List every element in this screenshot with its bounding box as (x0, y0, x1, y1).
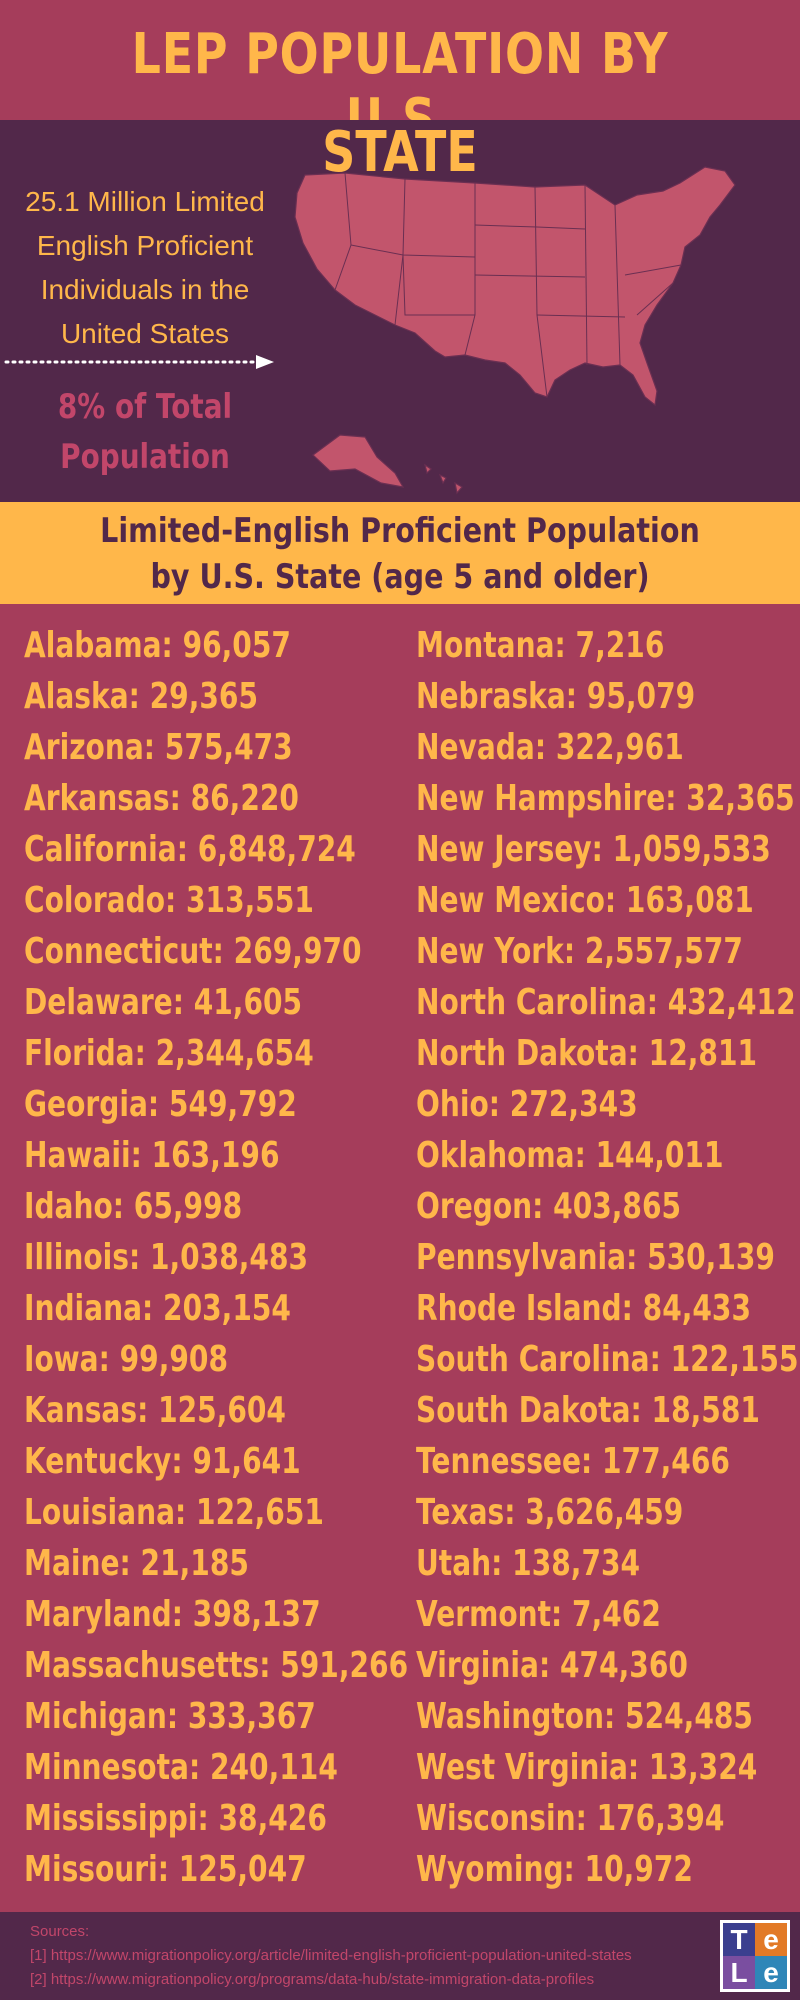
state-item: Utah: 138,734 (416, 1543, 641, 1584)
state-list-left: Alabama: 96,057 Alaska: 29,365 Arizona: … (24, 620, 424, 1895)
subtitle-line: by U.S. State (age 5 and older) (150, 557, 650, 597)
sources-list: Sources: [1] https://www.migrationpolicy… (30, 1920, 632, 1992)
state-item: Montana: 7,216 (416, 625, 665, 666)
state-item: West Virginia: 13,324 (416, 1747, 758, 1788)
lep-total-line: 25.1 Million Limited (25, 186, 265, 217)
percent-line: 8% of Total (57, 387, 233, 427)
hero-section: STATE 25.1 Million Limited English Profi… (0, 120, 800, 502)
state-item: Wyoming: 10,972 (416, 1849, 693, 1890)
section-subtitle: Limited-English Proficient Population by… (64, 508, 736, 600)
logo-letter: e (755, 1923, 787, 1956)
state-item: Nebraska: 95,079 (416, 676, 696, 717)
state-item: Connecticut: 269,970 (24, 931, 362, 972)
state-item: Florida: 2,344,654 (24, 1033, 314, 1074)
dotted-arrow-icon (4, 355, 274, 369)
lep-total-line: Individuals in the (40, 274, 250, 305)
state-item: Arkansas: 86,220 (24, 778, 299, 819)
lep-total-line: English Proficient (36, 230, 254, 261)
state-item: Nevada: 322,961 (416, 727, 684, 768)
state-item: Ohio: 272,343 (416, 1084, 638, 1125)
state-item: Delaware: 41,605 (24, 982, 303, 1023)
state-item: North Dakota: 12,811 (416, 1033, 758, 1074)
state-item: Alabama: 96,057 (24, 625, 291, 666)
state-item: New Hampshire: 32,365 (416, 778, 795, 819)
state-item: Wisconsin: 176,394 (416, 1798, 725, 1839)
state-item: Oregon: 403,865 (416, 1186, 682, 1227)
lep-total-text: 25.1 Million Limited English Proficient … (0, 180, 290, 356)
state-item: Maine: 21,185 (24, 1543, 249, 1584)
subtitle-band: Limited-English Proficient Population by… (0, 502, 800, 604)
state-item: North Carolina: 432,412 (416, 982, 796, 1023)
sources-footer: Sources: [1] https://www.migrationpolicy… (0, 1912, 800, 2000)
state-item: Tennessee: 177,466 (416, 1441, 730, 1482)
state-item: Alaska: 29,365 (24, 676, 259, 717)
percent-line: Population (60, 437, 230, 477)
state-item: Texas: 3,626,459 (416, 1492, 684, 1533)
state-item: Washington: 524,485 (416, 1696, 753, 1737)
state-item: Idaho: 65,998 (24, 1186, 243, 1227)
state-item: Louisiana: 122,651 (24, 1492, 324, 1533)
state-item: Maryland: 398,137 (24, 1594, 321, 1635)
state-item: New Jersey: 1,059,533 (416, 829, 771, 870)
state-item: Illinois: 1,038,483 (24, 1237, 309, 1278)
state-item: Massachusetts: 591,266 (24, 1645, 409, 1686)
subtitle-line: Limited-English Proficient Population (100, 511, 700, 551)
page-title-line2: STATE (322, 120, 478, 185)
state-item: Kentucky: 91,641 (24, 1441, 301, 1482)
state-item: Hawaii: 163,196 (24, 1135, 280, 1176)
state-item: New Mexico: 163,081 (416, 880, 754, 921)
source-link[interactable]: [2] https://www.migrationpolicy.org/prog… (30, 1971, 595, 1988)
sources-label: Sources: (30, 1923, 90, 1940)
state-item: Vermont: 7,462 (416, 1594, 661, 1635)
source-link[interactable]: [1] https://www.migrationpolicy.org/arti… (30, 1947, 632, 1964)
state-item: Minnesota: 240,114 (24, 1747, 338, 1788)
state-item: Virginia: 474,360 (416, 1645, 688, 1686)
percent-of-population: 8% of Total Population (43, 382, 248, 482)
state-item: Colorado: 313,551 (24, 880, 314, 921)
logo-letter: e (755, 1956, 787, 1989)
lep-total-line: United States (60, 318, 230, 349)
title-band: LEP POPULATION BY U.S. (0, 0, 800, 152)
state-item: South Carolina: 122,155 (416, 1339, 799, 1380)
logo-letter: T (723, 1923, 755, 1956)
state-item: Arizona: 575,473 (24, 727, 293, 768)
state-item: Kansas: 125,604 (24, 1390, 286, 1431)
us-map-icon (294, 166, 736, 495)
state-item: Michigan: 333,367 (24, 1696, 316, 1737)
logo-letter: L (723, 1956, 755, 1989)
tele-logo: T e L e (720, 1920, 790, 1992)
state-item: Indiana: 203,154 (24, 1288, 291, 1329)
page-title-line1: LEP POPULATION BY U.S. (131, 22, 669, 152)
state-item: Missouri: 125,047 (24, 1849, 307, 1890)
state-item: South Dakota: 18,581 (416, 1390, 760, 1431)
state-item: Georgia: 549,792 (24, 1084, 297, 1125)
state-item: New York: 2,557,577 (416, 931, 743, 972)
state-item: Iowa: 99,908 (24, 1339, 228, 1380)
state-item: Rhode Island: 84,433 (416, 1288, 752, 1329)
state-list-right: Montana: 7,216 Nebraska: 95,079 Nevada: … (416, 620, 800, 1895)
state-item: Oklahoma: 144,011 (416, 1135, 724, 1176)
state-item: Pennsylvania: 530,139 (416, 1237, 775, 1278)
state-item: Mississippi: 38,426 (24, 1798, 327, 1839)
state-item: California: 6,848,724 (24, 829, 356, 870)
